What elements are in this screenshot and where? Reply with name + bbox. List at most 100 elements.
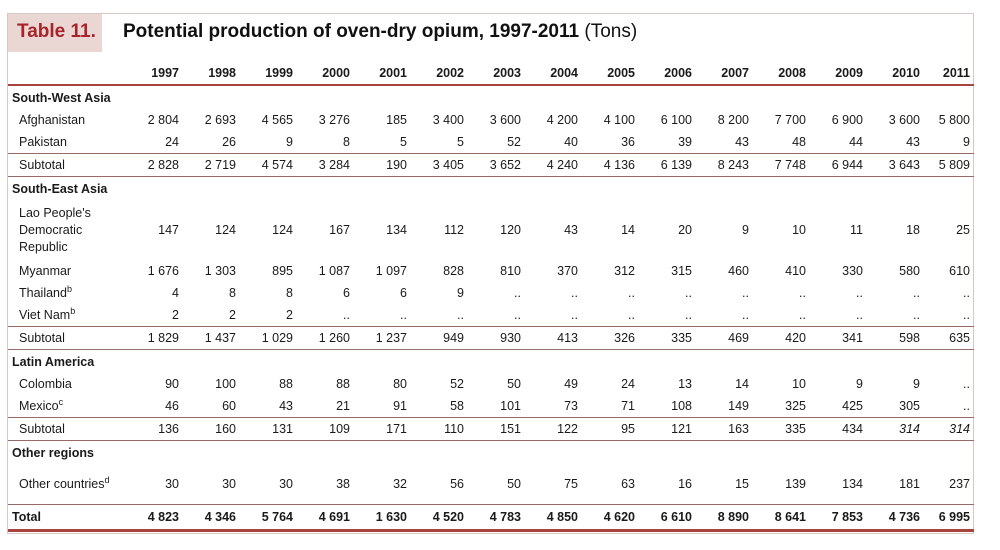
value-cell: .. xyxy=(856,286,863,300)
value-cell: .. xyxy=(571,308,578,322)
year-header: 1999 xyxy=(265,66,293,80)
value-cell: 828 xyxy=(443,264,464,278)
table-title: Potential production of oven-dry opium, … xyxy=(123,14,637,52)
value-cell: 101 xyxy=(500,399,521,413)
row-label-text: Pakistan xyxy=(19,135,67,149)
value-cell: .. xyxy=(514,286,521,300)
value-cell: .. xyxy=(963,308,970,322)
value-cell: 136 xyxy=(126,417,183,441)
value-cell: 40 xyxy=(564,135,578,149)
value-cell: 1 437 xyxy=(183,326,240,350)
value-cell: .. xyxy=(685,286,692,300)
value-cell: 88 xyxy=(279,377,293,391)
value-cell: 469 xyxy=(696,326,753,350)
value-cell: 8 243 xyxy=(696,153,753,177)
value-cell: 14 xyxy=(735,377,749,391)
value-cell: 8 xyxy=(286,286,293,300)
value-cell: .. xyxy=(514,308,521,322)
value-cell: 810 xyxy=(500,264,521,278)
value-cell: 341 xyxy=(810,326,867,350)
value-cell: 32 xyxy=(393,477,407,491)
value-cell: 11 xyxy=(850,223,863,237)
table-row: Viet Namb 2 2 2........................ xyxy=(8,304,974,327)
value-cell: 80 xyxy=(393,377,407,391)
region-heading: Latin America xyxy=(8,349,974,373)
value-cell: 120 xyxy=(500,223,521,237)
value-cell: 7 700 xyxy=(774,113,806,127)
year-header: 2009 xyxy=(835,66,863,80)
value-cell: 2 xyxy=(172,308,179,322)
value-cell: .. xyxy=(457,308,464,322)
value-cell: 930 xyxy=(468,326,525,350)
row-label: Subtotal xyxy=(8,326,126,350)
value-cell: 9 xyxy=(913,377,920,391)
value-cell: 237 xyxy=(949,477,970,491)
value-cell: 6 610 xyxy=(639,504,696,532)
value-cell: 9 xyxy=(286,135,293,149)
value-cell: 326 xyxy=(582,326,639,350)
value-cell: 2 693 xyxy=(204,113,236,127)
value-cell: 122 xyxy=(525,417,582,441)
value-cell: 163 xyxy=(696,417,753,441)
year-header: 2011 xyxy=(942,66,970,80)
value-cell: 50 xyxy=(507,377,521,391)
value-cell: 314 xyxy=(867,417,924,441)
value-cell: 4 574 xyxy=(240,153,297,177)
value-cell: .. xyxy=(799,308,806,322)
value-cell: 9 xyxy=(742,223,749,237)
table-row: Lao People's Democratic Republic 147 124 12… xyxy=(8,200,974,260)
value-cell: 16 xyxy=(678,477,692,491)
value-cell: 100 xyxy=(215,377,236,391)
value-cell: 139 xyxy=(785,477,806,491)
row-label-text: Mexicoc xyxy=(19,396,64,413)
value-cell: .. xyxy=(963,286,970,300)
value-cell: 112 xyxy=(444,223,464,237)
value-cell: 151 xyxy=(468,417,525,441)
value-cell: 6 xyxy=(400,286,407,300)
year-header: 2008 xyxy=(778,66,806,80)
value-cell: 425 xyxy=(842,399,863,413)
value-cell: 10 xyxy=(792,377,806,391)
table-title-text: Potential production of oven-dry opium, … xyxy=(123,21,580,42)
row-label: Lao People's Democratic Republic xyxy=(8,200,126,260)
row-label: Other countriesd xyxy=(8,464,126,505)
opium-production-table: 1997 1998 1999 2000 2001 2002 2003 2004 2005 2006… xyxy=(8,62,974,532)
value-cell: 1 097 xyxy=(375,264,407,278)
value-cell: 4 100 xyxy=(603,113,635,127)
value-cell: 3 600 xyxy=(888,113,920,127)
year-header: 2010 xyxy=(892,66,920,80)
value-cell: 20 xyxy=(678,223,692,237)
value-cell: 108 xyxy=(671,399,692,413)
row-label-text: Viet Namb xyxy=(19,305,76,322)
value-cell: 121 xyxy=(639,417,696,441)
value-cell: 171 xyxy=(354,417,411,441)
value-cell: 4 200 xyxy=(546,113,578,127)
value-cell: 949 xyxy=(411,326,468,350)
value-cell: 312 xyxy=(614,264,635,278)
year-header: 2002 xyxy=(436,66,464,80)
value-cell: 167 xyxy=(329,223,350,237)
value-cell: 52 xyxy=(507,135,521,149)
value-cell: 598 xyxy=(867,326,924,350)
value-cell: 4 783 xyxy=(468,504,525,532)
footnote-marker: b xyxy=(70,305,76,316)
value-cell: 13 xyxy=(678,377,692,391)
value-cell: 1 237 xyxy=(354,326,411,350)
row-label: Thailandb xyxy=(8,282,126,304)
region-heading: Other regions xyxy=(8,440,974,464)
value-cell: 24 xyxy=(621,377,635,391)
value-cell: 38 xyxy=(336,477,350,491)
header-corner xyxy=(8,62,126,85)
table-frame xyxy=(7,13,974,534)
value-cell: 370 xyxy=(557,264,578,278)
value-cell: 3 276 xyxy=(318,113,350,127)
value-cell: 18 xyxy=(906,223,920,237)
value-cell: 460 xyxy=(728,264,749,278)
value-cell: 10 xyxy=(792,223,806,237)
value-cell: 4 850 xyxy=(525,504,582,532)
value-cell: 1 303 xyxy=(204,264,236,278)
value-cell: 4 823 xyxy=(126,504,183,532)
value-cell: 6 900 xyxy=(831,113,863,127)
value-cell: 6 995 xyxy=(924,504,974,532)
value-cell: 420 xyxy=(753,326,810,350)
